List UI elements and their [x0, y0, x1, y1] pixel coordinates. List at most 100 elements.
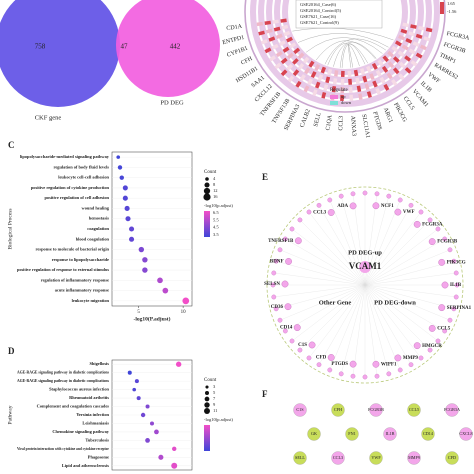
circos-tile	[425, 27, 433, 33]
color-legend-title: -log10(p.adjust)	[204, 203, 233, 208]
network-edge	[329, 284, 366, 371]
network-node-label: CFH	[334, 407, 342, 412]
circos-ring	[282, 0, 408, 75]
circos-tile	[419, 44, 427, 51]
circos-tile	[402, 22, 409, 28]
network-node	[451, 306, 457, 312]
circos-tile	[289, 42, 297, 49]
network-node-label: ADA	[337, 204, 348, 209]
network-edge	[364, 284, 454, 309]
network-edge	[299, 219, 366, 286]
circos-tile	[312, 89, 318, 96]
circos-tile	[375, 69, 382, 77]
network-edge	[364, 284, 431, 351]
size-legend-label: 4	[213, 176, 216, 181]
network-edge	[364, 284, 401, 371]
dot	[158, 454, 164, 460]
circos-tile	[392, 67, 400, 75]
circos-dataset-label: GSE7621_Case(16)	[300, 14, 336, 19]
network-node	[459, 427, 473, 441]
size-legend-label: 11	[213, 408, 217, 413]
network-node	[294, 237, 302, 245]
network-node-label: NCF1	[381, 204, 394, 209]
circos-tile	[260, 39, 268, 45]
network-node-label: CCL5	[409, 407, 419, 412]
color-legend-label: 3.5	[213, 232, 219, 237]
network-node	[338, 371, 344, 377]
y-category-label: Lipid and atherosclerosis	[62, 463, 109, 468]
network-node	[284, 303, 292, 311]
network-node	[271, 270, 277, 276]
network-node-label: MMP9	[408, 455, 420, 460]
network-edge	[276, 284, 366, 309]
network-node	[454, 282, 460, 288]
network-node	[316, 202, 322, 208]
network-node	[428, 238, 436, 245]
x-axis-label: -log10(P.adjust)	[134, 315, 171, 322]
network-node-label: C1S	[298, 343, 307, 348]
network-node	[306, 355, 312, 361]
network-node	[428, 325, 436, 332]
size-legend-dot	[204, 390, 210, 396]
network-node	[386, 371, 392, 377]
size-legend-label: 7	[213, 396, 216, 401]
circos-tile	[286, 36, 293, 43]
circos-tile	[401, 44, 409, 51]
circos-ring	[274, 0, 416, 83]
circos-tile	[264, 47, 272, 54]
y-axis-label: Pathway	[7, 405, 13, 424]
y-category-label: Leishmaniasis	[82, 420, 109, 425]
circos-tile	[391, 79, 398, 86]
circos-gene-label: C1QA	[325, 114, 333, 131]
network-node-label: CCL3	[313, 211, 327, 216]
network-node	[289, 226, 295, 232]
circos-tile	[398, 34, 405, 41]
panel-label: F	[262, 389, 268, 399]
network-node	[293, 403, 307, 417]
network-node	[281, 280, 289, 288]
network-node	[331, 403, 345, 417]
circos-tile	[379, 76, 386, 84]
network-node-label: GK	[311, 431, 317, 436]
circos-gene-label: SELL	[313, 112, 322, 128]
group-label: PD DEG-up	[348, 249, 382, 256]
size-legend-dot	[205, 385, 209, 389]
y-category-label: Staphylococcus aureus infection	[49, 387, 109, 392]
circos-tile	[314, 63, 321, 71]
network-edge	[318, 205, 366, 286]
network-node	[331, 451, 345, 465]
color-bar	[204, 425, 210, 451]
network-node	[362, 374, 368, 380]
circos-tile	[382, 55, 390, 63]
network-node-label: FN1	[348, 431, 355, 436]
network-node-label: FCGR3A	[422, 223, 443, 228]
circos-link	[305, 37, 383, 54]
network-node	[277, 247, 283, 253]
circos-tile	[398, 73, 405, 81]
circos-tile	[258, 30, 265, 36]
size-legend-title: Count	[204, 170, 217, 175]
circos-tile	[302, 56, 310, 64]
dot	[132, 387, 137, 392]
circos-tile	[317, 74, 324, 82]
network-node-label: CD14	[280, 326, 293, 331]
network-node	[293, 324, 301, 331]
circos-tile	[256, 21, 264, 27]
network-node	[270, 282, 276, 288]
network-node	[297, 347, 303, 353]
network-edge	[364, 284, 422, 359]
dot	[149, 421, 155, 426]
dot	[140, 412, 146, 418]
circos-tile	[303, 85, 310, 93]
circos-tile	[362, 75, 368, 83]
color-legend-label: 6.5	[213, 210, 219, 215]
network-node	[427, 347, 433, 353]
network-edge	[364, 238, 445, 286]
network-node	[447, 247, 453, 253]
y-category-label: Viral protein interaction with cytokine …	[17, 446, 109, 451]
network-node	[350, 373, 356, 379]
circos-gene-label: ARG1	[382, 107, 394, 124]
circos-link	[297, 33, 389, 48]
circos-tile	[273, 26, 281, 32]
size-legend-label: 3	[213, 384, 216, 389]
